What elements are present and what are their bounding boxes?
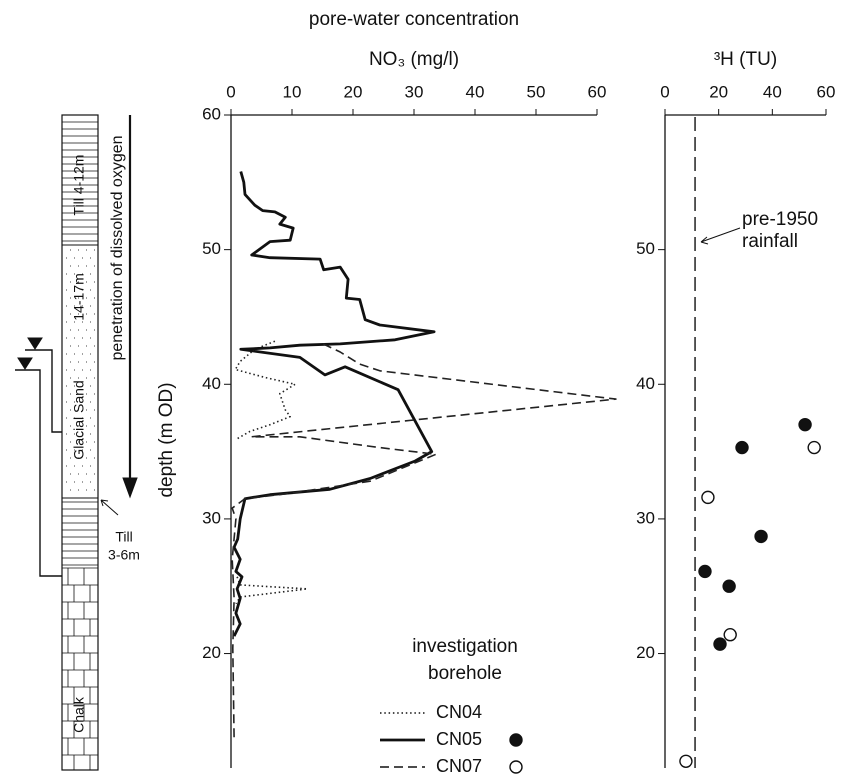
y-tick-label: 30 — [636, 508, 655, 527]
y-axis-label: depth (m OD) — [156, 382, 177, 497]
y-tick-label: 30 — [202, 508, 221, 527]
tritium-point — [735, 440, 749, 455]
sand-stipple — [66, 249, 95, 491]
tritium-point — [754, 529, 768, 544]
tritium-point — [698, 564, 712, 579]
annotation-pointer — [700, 227, 741, 245]
x-tick-label: 60 — [817, 82, 836, 101]
tritium-point — [723, 628, 737, 642]
y-tick-label: 50 — [636, 239, 655, 258]
tritium-point — [713, 637, 727, 651]
x-tick-label: 20 — [709, 82, 728, 101]
figure-title: pore-water concentration — [309, 9, 519, 30]
x-tick-label: 30 — [405, 82, 424, 101]
tritium-point — [722, 579, 736, 593]
y-tick-label: 20 — [636, 643, 655, 662]
y-tick-label: 40 — [636, 374, 655, 393]
legend-marker — [509, 733, 523, 747]
x-tick-label: 50 — [527, 82, 546, 101]
profile-line — [234, 340, 309, 605]
legend-title: investigation — [412, 636, 518, 657]
oxygen-label: penetration of dissolved oxygen — [109, 135, 126, 360]
chalk-label: Chalk — [71, 696, 87, 733]
y-tick-label: 40 — [202, 374, 221, 393]
legend-label: CN05 — [436, 729, 482, 749]
tritium-point — [701, 490, 715, 505]
x-tick-label: 40 — [466, 82, 485, 101]
x-tick-label: 60 — [588, 82, 607, 101]
annotation: pre-1950 — [742, 209, 818, 230]
till-pointer — [100, 499, 119, 516]
legend-title: borehole — [428, 663, 502, 684]
profile-line — [231, 343, 617, 739]
y-tick-label: 60 — [202, 104, 221, 123]
till-lower-thickness: 3-6m — [108, 547, 140, 563]
piezometer-lines — [15, 349, 62, 577]
y-tick-label: 50 — [202, 239, 221, 258]
x-tick-label: 20 — [344, 82, 363, 101]
x-tick-label: 10 — [283, 82, 302, 101]
tritium-point — [798, 417, 812, 432]
till-lower-label: Till — [115, 529, 132, 545]
legend-marker — [509, 760, 523, 774]
x-tick-label: 40 — [763, 82, 782, 101]
lithology-column — [15, 114, 138, 771]
profile-line — [232, 171, 436, 637]
legend-label: CN07 — [436, 756, 482, 776]
x-axis-label: ³H (TU) — [714, 49, 777, 70]
tritium-point — [807, 440, 821, 455]
x-tick-label: 0 — [660, 82, 669, 101]
x-axis-label: NO₃ (mg/l) — [369, 49, 459, 70]
oxygen-arrow-head — [122, 477, 138, 499]
water-table-symbols — [17, 337, 43, 370]
sand-label: Glacial Sand — [71, 380, 87, 459]
y-tick-label: 20 — [202, 643, 221, 662]
till-upper-label: Till 4-12m — [71, 155, 87, 216]
annotation: rainfall — [742, 231, 798, 252]
sand-thickness-label: 14-17m — [71, 273, 87, 320]
column-outline — [61, 114, 99, 771]
legend-label: CN04 — [436, 702, 482, 722]
tritium-point — [679, 754, 693, 768]
x-tick-label: 0 — [226, 82, 235, 101]
